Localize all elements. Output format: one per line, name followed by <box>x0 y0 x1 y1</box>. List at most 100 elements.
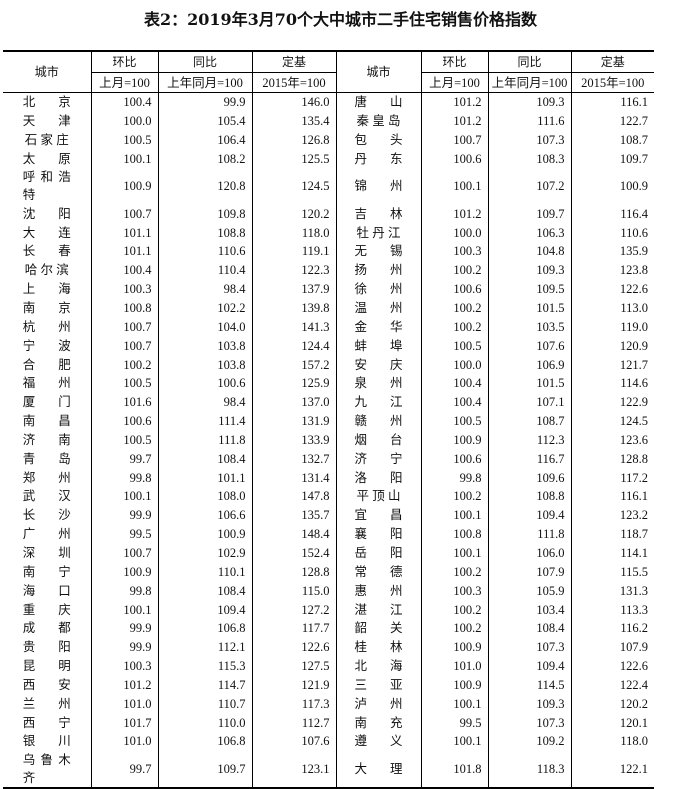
city-name: 北京 <box>22 94 71 110</box>
mom-value: 100.5 <box>90 430 158 450</box>
yoy-value: 109.4 <box>487 505 571 525</box>
yoy-value: 101.5 <box>487 298 571 318</box>
mom-value: 100.9 <box>420 675 488 695</box>
yoy-value: 104.0 <box>157 317 252 337</box>
city-name: 烟台 <box>354 431 403 447</box>
mom-value: 100.5 <box>420 411 488 431</box>
city-cell: 郑州 <box>3 468 91 487</box>
city-name: 长沙 <box>22 507 71 523</box>
city-cell: 九江 <box>335 392 421 412</box>
city-cell: 合肥 <box>3 355 91 374</box>
header-base-sub: 2015年=100 <box>570 72 654 93</box>
yoy-value: 111.8 <box>157 430 252 450</box>
yoy-value: 111.4 <box>157 411 252 431</box>
base-value: 119.1 <box>251 242 336 261</box>
header-base: 定基 <box>251 51 336 73</box>
city-name: 惠州 <box>354 582 403 598</box>
city-name: 太原 <box>22 150 71 166</box>
base-value: 122.4 <box>570 675 654 695</box>
yoy-value: 102.9 <box>157 543 252 563</box>
mom-value: 100.7 <box>90 336 158 356</box>
base-value: 122.6 <box>570 656 654 676</box>
header-yoy: 同比 <box>157 51 252 73</box>
yoy-value: 99.9 <box>157 92 252 112</box>
yoy-value: 114.5 <box>487 675 571 695</box>
base-value: 131.4 <box>251 468 336 488</box>
city-cell: 青岛 <box>3 449 91 468</box>
city-name: 长春 <box>22 243 71 259</box>
yoy-value: 107.2 <box>487 168 571 205</box>
mom-value: 101.1 <box>90 242 158 261</box>
yoy-value: 98.4 <box>157 392 252 412</box>
mom-value: 101.7 <box>90 713 158 732</box>
city-name: 石家庄 <box>24 132 69 148</box>
mom-value: 99.9 <box>90 618 158 638</box>
mom-value: 101.8 <box>420 750 488 788</box>
base-value: 122.9 <box>570 392 654 412</box>
city-cell: 遵义 <box>335 732 421 751</box>
city-name: 成都 <box>22 620 71 636</box>
city-cell: 石家庄 <box>3 131 91 150</box>
yoy-value: 108.8 <box>487 487 571 506</box>
city-name: 哈尔滨 <box>24 262 69 278</box>
base-value: 132.7 <box>251 449 336 469</box>
city-name: 大理 <box>354 760 403 776</box>
table-row: 重庆 100.1 109.4 127.2 湛江 100.2 103.4 113.3 <box>3 600 654 619</box>
city-cell: 安庆 <box>335 355 421 374</box>
base-value: 146.0 <box>251 92 336 112</box>
city-cell: 金华 <box>335 317 421 337</box>
yoy-value: 103.4 <box>487 600 571 619</box>
base-value: 112.7 <box>251 713 336 732</box>
base-value: 127.5 <box>251 656 336 676</box>
city-name: 北海 <box>354 658 403 674</box>
base-value: 122.1 <box>570 750 654 788</box>
base-value: 120.1 <box>570 713 654 732</box>
mom-value: 100.2 <box>420 317 488 337</box>
city-name: 湛江 <box>354 601 403 617</box>
base-value: 119.0 <box>570 317 654 337</box>
mom-value: 100.5 <box>90 130 158 150</box>
yoy-value: 118.3 <box>487 750 571 788</box>
mom-value: 100.1 <box>420 543 488 563</box>
yoy-value: 100.6 <box>157 373 252 393</box>
city-name: 安庆 <box>354 356 403 372</box>
city-name: 九江 <box>354 394 403 410</box>
base-value: 120.2 <box>570 694 654 714</box>
city-cell: 丹东 <box>335 149 421 169</box>
mom-value: 100.1 <box>420 694 488 714</box>
base-value: 116.1 <box>570 92 654 112</box>
base-value: 128.8 <box>251 562 336 582</box>
yoy-value: 106.4 <box>157 130 252 150</box>
header-city: 城市 <box>335 51 421 93</box>
mom-value: 100.7 <box>420 130 488 150</box>
base-value: 139.8 <box>251 298 336 318</box>
table-row: 成都 99.9 106.8 117.7 韶关 100.2 108.4 116.2 <box>3 618 654 638</box>
city-cell: 西宁 <box>3 713 91 732</box>
yoy-value: 107.1 <box>487 392 571 412</box>
yoy-value: 98.4 <box>157 279 252 299</box>
city-cell: 扬州 <box>335 260 421 280</box>
yoy-value: 110.0 <box>157 713 252 732</box>
mom-value: 100.2 <box>420 562 488 582</box>
mom-value: 99.8 <box>90 468 158 488</box>
city-cell: 西安 <box>3 675 91 694</box>
base-value: 115.0 <box>251 581 336 601</box>
city-name: 泸州 <box>354 695 403 711</box>
mom-value: 99.5 <box>420 713 488 732</box>
header-base-sub: 2015年=100 <box>251 72 336 93</box>
base-value: 117.7 <box>251 618 336 638</box>
yoy-value: 112.3 <box>487 430 571 450</box>
city-name: 洛阳 <box>354 469 403 485</box>
city-cell: 济南 <box>3 431 91 450</box>
base-value: 123.8 <box>570 260 654 280</box>
yoy-value: 104.8 <box>487 242 571 261</box>
base-value: 120.2 <box>251 204 336 224</box>
yoy-value: 111.8 <box>487 524 571 544</box>
city-name: 西安 <box>22 676 71 692</box>
city-cell: 北京 <box>3 93 91 112</box>
city-name: 沈阳 <box>22 205 71 221</box>
yoy-value: 107.3 <box>487 130 571 150</box>
table-row: 太原 100.1 108.2 125.5 丹东 100.6 108.3 109.7 <box>3 149 654 169</box>
yoy-value: 111.6 <box>487 111 571 131</box>
mom-value: 100.1 <box>90 600 158 619</box>
